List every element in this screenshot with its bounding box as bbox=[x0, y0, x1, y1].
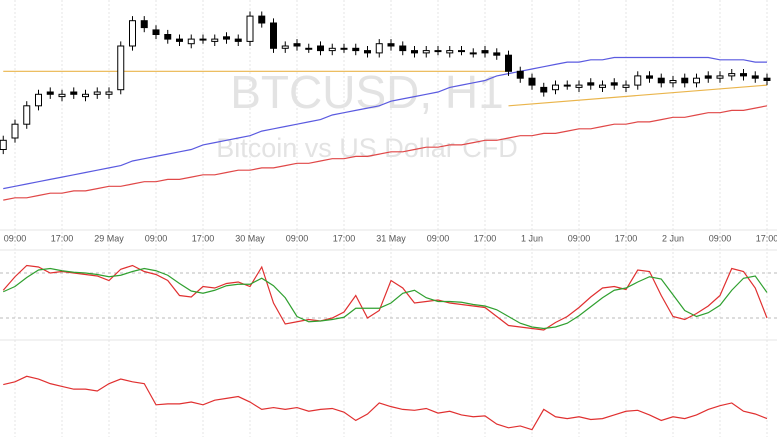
candle-body bbox=[599, 84, 606, 88]
x-tick-label: 09:00 bbox=[286, 233, 309, 243]
candle-body bbox=[458, 50, 465, 53]
x-tick-label: 2 Jun bbox=[662, 233, 684, 243]
x-tick-label: 09:00 bbox=[145, 233, 168, 243]
candle-body bbox=[693, 77, 700, 84]
candle-body bbox=[375, 43, 383, 54]
candle-body bbox=[446, 50, 454, 54]
candle-body bbox=[587, 82, 595, 86]
candle-body bbox=[152, 29, 160, 35]
candle-body bbox=[176, 38, 183, 42]
candle-body bbox=[281, 45, 289, 49]
candle-body bbox=[82, 93, 89, 98]
candle-body bbox=[328, 47, 336, 52]
candle-body bbox=[35, 93, 42, 107]
candle-body bbox=[70, 91, 78, 95]
x-tick-label: 17:00 bbox=[474, 233, 497, 243]
candle-body bbox=[540, 86, 548, 93]
candle-body bbox=[505, 54, 512, 72]
series-line bbox=[3, 375, 768, 431]
candle-body bbox=[364, 50, 371, 54]
candle-body bbox=[716, 75, 724, 79]
candle-body bbox=[634, 75, 642, 86]
candle-body bbox=[270, 22, 277, 49]
x-tick-label: 17:00 bbox=[51, 233, 74, 243]
candle-body bbox=[646, 75, 653, 79]
candle-body bbox=[681, 77, 689, 84]
candle-body bbox=[411, 50, 418, 54]
candle-body bbox=[93, 91, 101, 95]
candle-body bbox=[704, 75, 712, 79]
candle-body bbox=[11, 123, 19, 139]
candle-body bbox=[610, 82, 618, 86]
x-tick-label: 17:00 bbox=[615, 233, 638, 243]
candle-body bbox=[516, 70, 524, 79]
x-tick-label: 17:00 bbox=[333, 233, 356, 243]
watermark-subtitle: Bitcoin vs US Dollar CFD bbox=[216, 133, 518, 163]
candle-body bbox=[763, 77, 771, 81]
x-tick-label: 1 Jun bbox=[521, 233, 543, 243]
candle-body bbox=[740, 73, 747, 77]
candle-body bbox=[105, 91, 113, 95]
candle-body bbox=[0, 139, 7, 151]
candle-body bbox=[317, 45, 324, 52]
x-tick-label: 09:00 bbox=[568, 233, 591, 243]
candle-body bbox=[552, 84, 559, 91]
candle-body bbox=[563, 84, 571, 87]
candle-body bbox=[164, 34, 172, 40]
x-tick-label: 30 May bbox=[235, 233, 265, 243]
candle-body bbox=[187, 38, 195, 45]
candle-body bbox=[493, 52, 501, 56]
x-tick-label: 17:00 bbox=[192, 233, 215, 243]
watermark-title: BTCUSD, H1 bbox=[230, 66, 503, 118]
x-tick-label: 09:00 bbox=[427, 233, 450, 243]
candle-body bbox=[469, 52, 477, 55]
candle-body bbox=[46, 91, 54, 95]
candle-body bbox=[58, 93, 66, 98]
candle-body bbox=[293, 43, 301, 47]
candle-body bbox=[387, 43, 395, 47]
x-tick-label: 09:00 bbox=[4, 233, 27, 243]
candle-body bbox=[340, 47, 348, 50]
candle-body bbox=[481, 50, 489, 54]
candle-body bbox=[622, 84, 630, 88]
series-line bbox=[2, 264, 768, 331]
candle-body bbox=[258, 15, 266, 24]
series-line bbox=[3, 105, 768, 201]
candle-body bbox=[140, 20, 148, 29]
candle-body bbox=[669, 80, 677, 84]
x-tick-label: 31 May bbox=[376, 233, 406, 243]
candle-body bbox=[728, 73, 736, 77]
series-line bbox=[3, 267, 768, 330]
candle-body bbox=[223, 36, 230, 40]
candle-body bbox=[305, 47, 313, 50]
candle-body bbox=[751, 75, 759, 79]
candle-body bbox=[422, 50, 430, 54]
candle-body bbox=[352, 47, 360, 52]
candle-body bbox=[399, 45, 407, 52]
candle-body bbox=[528, 77, 536, 86]
series-line bbox=[3, 56, 767, 190]
x-tick-label: 29 May bbox=[94, 233, 124, 243]
series-line bbox=[508, 84, 768, 107]
candle-body bbox=[117, 45, 125, 91]
candle-body bbox=[234, 38, 242, 42]
x-tick-label: 17:00 bbox=[756, 233, 777, 243]
candle-body bbox=[246, 15, 254, 42]
candle-body bbox=[23, 105, 31, 125]
candle-body bbox=[211, 38, 219, 42]
x-tick-label: 09:00 bbox=[709, 233, 732, 243]
candle-body bbox=[657, 77, 665, 84]
candle-body bbox=[575, 84, 583, 88]
candle-body bbox=[129, 20, 136, 47]
candle-body bbox=[434, 50, 442, 53]
candle-body bbox=[199, 38, 207, 41]
